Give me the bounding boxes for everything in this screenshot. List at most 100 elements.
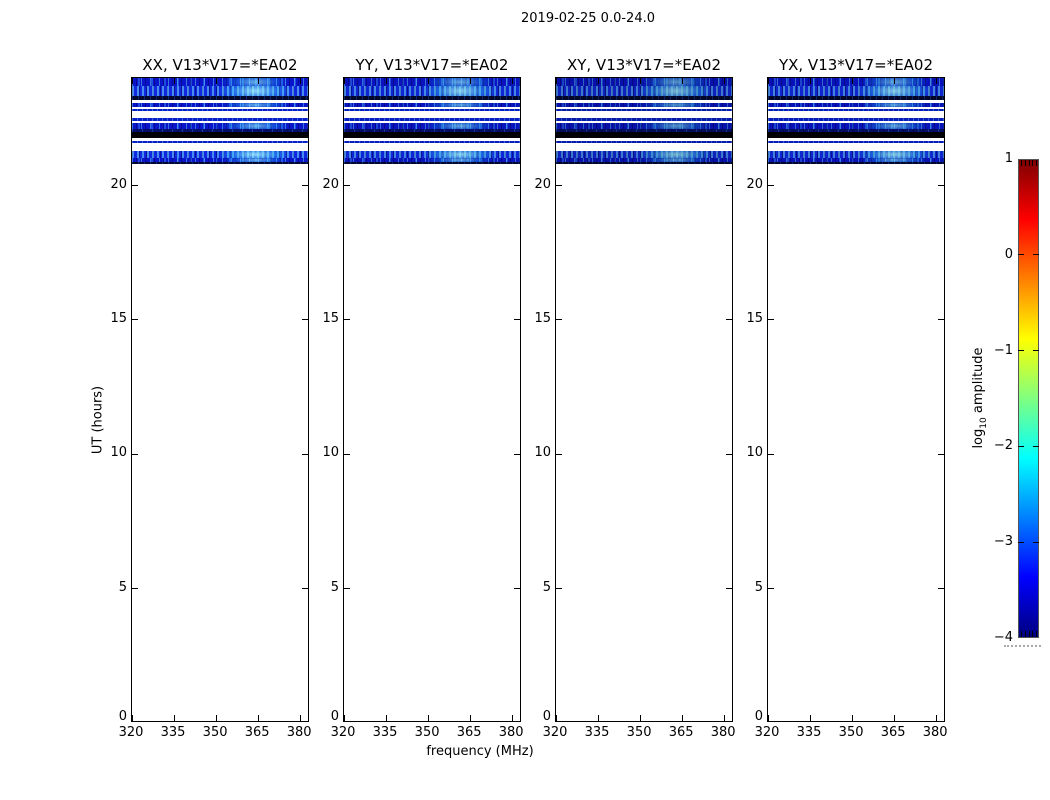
y-tick-label: 0 bbox=[118, 709, 127, 724]
y-tick-left bbox=[344, 185, 350, 186]
x-tick-label: 335 bbox=[372, 725, 398, 740]
y-tick-right bbox=[302, 588, 308, 590]
panel-title-yx: YX, V13*V17=*EA02 bbox=[778, 56, 934, 74]
y-tick-right bbox=[514, 588, 520, 590]
x-tick-bottom bbox=[343, 715, 345, 721]
y-tick-label: 10 bbox=[322, 445, 339, 461]
x-tick-top bbox=[767, 78, 769, 84]
x-tick-bottom bbox=[215, 715, 217, 721]
colorbar-hatch-top bbox=[1036, 160, 1038, 166]
y-tick-left bbox=[132, 588, 138, 590]
y-tick-right bbox=[514, 319, 520, 321]
x-tick-bottom bbox=[511, 715, 513, 721]
y-tick-left bbox=[344, 588, 350, 590]
x-tick-top bbox=[385, 78, 387, 84]
x-tick-top bbox=[597, 78, 599, 84]
x-tick-label: 350 bbox=[414, 725, 440, 740]
y-tick-label: 15 bbox=[534, 310, 551, 326]
y-tick-left bbox=[344, 319, 350, 321]
x-tick-bottom bbox=[851, 715, 853, 721]
emission-stripe bbox=[768, 150, 944, 159]
colorbar-tick-right bbox=[1033, 254, 1039, 256]
y-tick-label: 0 bbox=[754, 709, 763, 724]
emission-stripe bbox=[768, 96, 944, 101]
y-tick-left bbox=[132, 319, 138, 321]
y-axis-label: UT (hours) bbox=[90, 385, 106, 455]
x-tick-top bbox=[893, 78, 895, 84]
emission-stripe bbox=[556, 102, 732, 108]
colorbar-label-subscript: 10 bbox=[978, 417, 989, 429]
panel-title-yy: YY, V13*V17=*EA02 bbox=[355, 56, 509, 74]
emission-stripe bbox=[556, 86, 732, 97]
y-tick-left bbox=[556, 453, 562, 455]
y-tick-right bbox=[938, 588, 944, 590]
x-tick-top bbox=[257, 78, 259, 84]
emission-stripe bbox=[132, 122, 308, 130]
x-tick-top bbox=[173, 78, 175, 84]
y-tick-right bbox=[938, 319, 944, 321]
x-tick-top bbox=[681, 78, 683, 84]
x-tick-top bbox=[851, 78, 853, 84]
x-tick-label: 320 bbox=[754, 725, 780, 740]
emission-stripe bbox=[344, 129, 520, 133]
emission-stripe bbox=[768, 86, 944, 97]
x-tick-label: 335 bbox=[584, 725, 610, 740]
y-tick-right bbox=[302, 185, 308, 186]
x-tick-bottom bbox=[767, 715, 769, 721]
colorbar-hatch-top bbox=[1032, 160, 1034, 166]
x-tick-label: 365 bbox=[456, 725, 482, 740]
stripes-layer bbox=[132, 78, 308, 721]
x-tick-top bbox=[469, 78, 471, 84]
stripes-layer bbox=[344, 78, 520, 721]
emission-stripe bbox=[556, 118, 732, 121]
x-tick-label: 350 bbox=[838, 725, 864, 740]
x-tick-top bbox=[299, 78, 301, 84]
x-axis-label: frequency (MHz) bbox=[426, 744, 534, 759]
emission-stripe bbox=[344, 150, 520, 159]
y-tick-label: 0 bbox=[330, 709, 339, 724]
y-tick-left bbox=[768, 588, 774, 590]
emission-stripe bbox=[344, 122, 520, 130]
spectrogram-panel-yy bbox=[343, 77, 521, 722]
emission-stripe bbox=[556, 140, 732, 144]
emission-stripe bbox=[344, 96, 520, 101]
x-tick-bottom bbox=[809, 715, 811, 721]
y-tick-label: 10 bbox=[534, 445, 551, 461]
emission-stripe bbox=[132, 150, 308, 159]
x-tick-label: 320 bbox=[542, 725, 568, 740]
emission-stripe bbox=[768, 129, 944, 133]
emission-stripe bbox=[556, 132, 732, 138]
emission-stripe bbox=[132, 102, 308, 108]
colorbar-tick-left bbox=[1018, 541, 1024, 543]
x-tick-label: 365 bbox=[880, 725, 906, 740]
colorbar-hatch-top bbox=[1024, 160, 1026, 166]
y-tick-label: 10 bbox=[746, 445, 763, 461]
x-tick-top bbox=[511, 78, 513, 84]
emission-stripe bbox=[768, 132, 944, 138]
colorbar-hatch-bottom bbox=[1021, 631, 1022, 637]
emission-stripe bbox=[344, 86, 520, 97]
x-tick-label: 350 bbox=[626, 725, 652, 740]
emission-stripe bbox=[768, 162, 944, 164]
emission-stripe bbox=[132, 158, 308, 163]
emission-stripe bbox=[768, 109, 944, 112]
x-tick-label: 320 bbox=[118, 725, 144, 740]
emission-stripe bbox=[132, 140, 308, 144]
x-tick-bottom bbox=[639, 715, 641, 721]
x-tick-bottom bbox=[469, 715, 471, 721]
x-tick-label: 335 bbox=[796, 725, 822, 740]
y-tick-right bbox=[514, 185, 520, 186]
x-tick-top bbox=[935, 78, 937, 84]
y-tick-label: 0 bbox=[542, 709, 551, 724]
emission-stripe bbox=[768, 118, 944, 121]
y-tick-label: 20 bbox=[110, 176, 127, 192]
emission-stripe bbox=[132, 109, 308, 112]
emission-stripe bbox=[132, 132, 308, 138]
y-tick-label: 20 bbox=[534, 176, 551, 192]
emission-stripe bbox=[132, 162, 308, 164]
y-tick-left bbox=[556, 588, 562, 590]
y-tick-right bbox=[302, 453, 308, 455]
x-tick-top bbox=[555, 78, 557, 84]
y-tick-left bbox=[132, 185, 138, 186]
x-tick-label: 335 bbox=[160, 725, 186, 740]
